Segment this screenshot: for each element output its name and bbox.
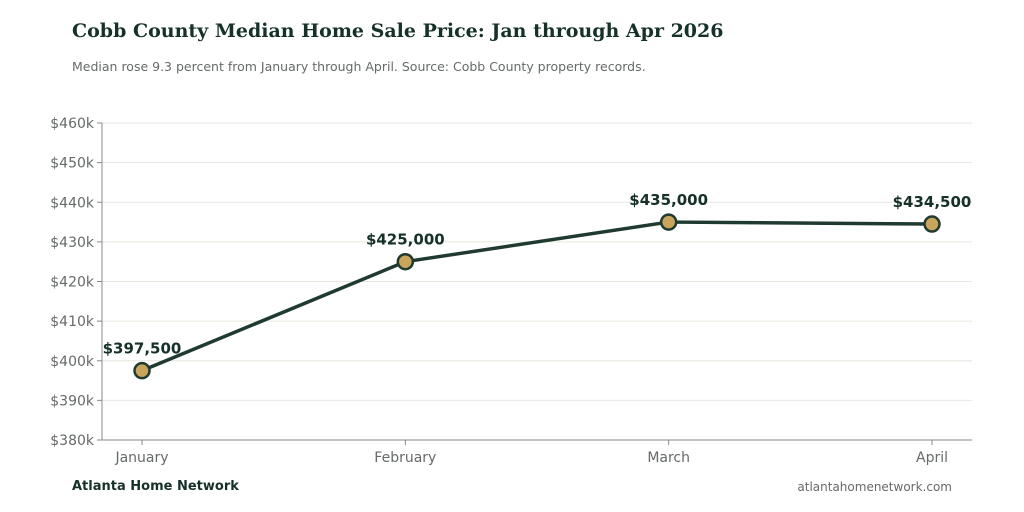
x-tick-label: April [916, 450, 948, 466]
x-tick-label: February [374, 450, 436, 466]
footer-site: atlantahomenetwork.com [797, 480, 952, 494]
x-tick-label: January [114, 450, 168, 466]
chart-subtitle: Median rose 9.3 percent from January thr… [72, 59, 646, 74]
data-label: $435,000 [629, 191, 708, 209]
y-tick-label: $400k [50, 354, 95, 370]
y-tick-label: $410k [50, 314, 95, 330]
data-label: $397,500 [103, 340, 182, 358]
data-point [133, 361, 151, 380]
data-point [659, 213, 678, 231]
data-point [923, 215, 941, 233]
chart-title: Cobb County Median Home Sale Price: Jan … [72, 20, 724, 42]
y-tick-label: $380k [50, 433, 95, 449]
data-point [396, 252, 415, 271]
data-label: $434,500 [893, 193, 972, 211]
y-tick-label: $430k [50, 235, 95, 251]
data-label: $425,000 [366, 231, 445, 249]
y-tick-label: $420k [50, 275, 95, 291]
footer-brand: Atlanta Home Network [72, 479, 239, 494]
y-tick-label: $440k [50, 195, 95, 211]
y-tick-label: $460k [50, 116, 95, 132]
y-tick-label: $390k [50, 393, 95, 409]
y-tick-label: $450k [50, 156, 95, 172]
series-line [140, 220, 934, 373]
x-tick-label: March [647, 450, 690, 466]
